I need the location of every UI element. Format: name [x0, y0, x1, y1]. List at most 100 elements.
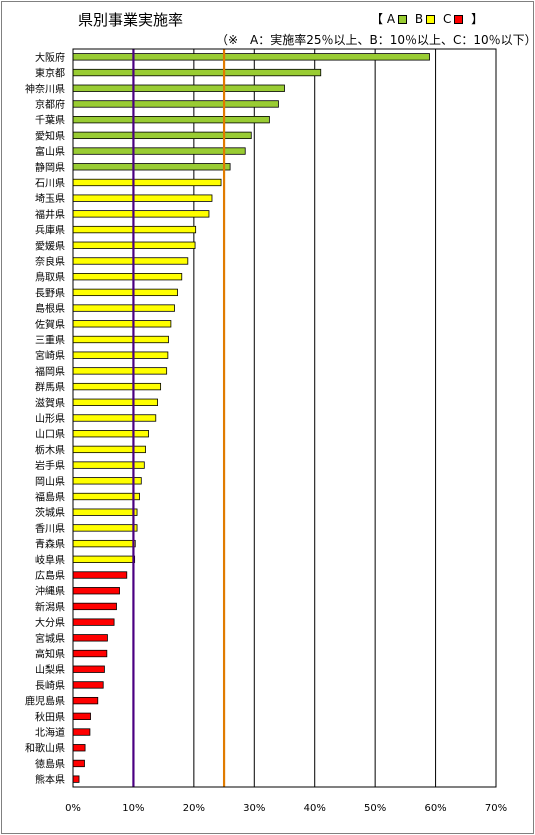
category-label: 沖縄県	[35, 585, 65, 598]
category-label: 鳥取県	[35, 271, 65, 284]
bar	[72, 602, 117, 611]
legend-close-bracket: 】	[471, 12, 484, 26]
category-label: 愛知県	[35, 129, 65, 142]
category-label: 埼玉県	[35, 192, 65, 205]
category-label: 北海道	[35, 726, 65, 739]
category-label: 岡山県	[35, 476, 65, 488]
category-label: 徳島県	[35, 757, 65, 770]
category-label: 奈良県	[35, 255, 65, 268]
bar	[72, 414, 157, 422]
bar	[72, 320, 172, 328]
bar	[72, 210, 210, 218]
bar	[72, 178, 222, 187]
legend-label-c: C	[442, 12, 452, 26]
category-label: 兵庫県	[35, 224, 65, 237]
bar	[72, 744, 86, 752]
category-label: 香川県	[35, 523, 65, 535]
category-label: 長野県	[35, 287, 65, 299]
bar	[72, 555, 136, 563]
legend-label-b: B	[414, 12, 424, 26]
legend-swatch-b	[426, 15, 436, 24]
category-label: 新潟県	[35, 600, 65, 613]
bar	[72, 382, 162, 391]
bar	[72, 649, 108, 658]
bar	[72, 304, 175, 312]
bar	[72, 288, 178, 297]
bar	[72, 335, 169, 344]
bar	[72, 273, 183, 281]
bar	[72, 163, 231, 171]
legend-open-bracket: 【	[371, 12, 384, 26]
x-tick-label: 30%	[243, 803, 265, 814]
legend-item-a: A	[386, 12, 408, 26]
bar	[72, 571, 128, 579]
bar	[72, 618, 115, 626]
legend: 【 A B C 】	[371, 10, 483, 27]
legend-swatch-a	[398, 15, 408, 24]
x-tick-label: 0%	[65, 803, 81, 814]
bar	[72, 539, 136, 548]
x-tick-label: 70%	[485, 803, 507, 814]
category-label: 山形県	[35, 413, 65, 425]
plot-border	[72, 48, 497, 788]
legend-label-a: A	[386, 12, 396, 26]
bar	[72, 351, 169, 359]
x-tick-label: 20%	[183, 803, 205, 814]
category-label: 広島県	[35, 569, 65, 582]
category-label: 宮城県	[35, 632, 65, 645]
bar	[72, 398, 158, 406]
category-label: 京都府	[35, 98, 65, 111]
x-tick-label: 50%	[364, 803, 386, 814]
category-label: 滋賀県	[35, 396, 65, 409]
bar	[72, 587, 120, 595]
x-tick-label: 60%	[424, 803, 446, 814]
category-label: 鹿児島県	[25, 695, 65, 708]
category-label: 熊本県	[35, 773, 65, 786]
category-label: 群馬県	[35, 381, 65, 394]
category-label: 神奈川県	[25, 82, 65, 95]
bar	[72, 367, 168, 375]
x-tick-label: 10%	[122, 803, 144, 814]
bar	[72, 100, 279, 108]
category-label: 高知県	[35, 648, 65, 661]
category-label: 岐阜県	[35, 553, 65, 566]
bar	[72, 775, 80, 783]
category-label: 三重県	[35, 333, 65, 346]
category-label: 福井県	[35, 208, 65, 221]
bar	[72, 524, 138, 532]
bar	[72, 681, 104, 689]
category-label: 茨城県	[35, 506, 65, 519]
category-label: 富山県	[35, 145, 65, 158]
category-label: 愛媛県	[35, 239, 65, 252]
bar	[72, 759, 85, 768]
category-label: 山口県	[35, 429, 65, 441]
category-label: 和歌山県	[25, 742, 65, 755]
bar	[72, 665, 105, 673]
bar	[72, 194, 213, 202]
bar	[72, 147, 246, 155]
category-label: 長崎県	[35, 679, 65, 692]
category-label: 福岡県	[35, 365, 65, 378]
legend-item-b: B	[414, 12, 436, 26]
category-label: 佐賀県	[35, 319, 65, 331]
x-tick-label: 40%	[304, 803, 326, 814]
category-label: 静岡県	[35, 161, 65, 174]
bar	[72, 430, 149, 438]
bar	[72, 712, 91, 720]
bar	[72, 445, 146, 454]
bar	[72, 728, 91, 736]
bar	[72, 116, 270, 124]
category-label: 大阪府	[35, 51, 65, 64]
bar	[72, 53, 430, 61]
bar	[72, 68, 322, 77]
bar	[72, 696, 99, 705]
bar	[72, 508, 138, 516]
category-label: 秋田県	[35, 710, 65, 723]
category-label: 千葉県	[35, 114, 65, 127]
category-label: 岩手県	[35, 459, 65, 472]
bar	[72, 84, 285, 92]
grade-note: （※ A：実施率25％以上、B：10％以上、C：10％以下）	[216, 33, 535, 47]
bar	[72, 634, 108, 642]
bar	[72, 492, 140, 501]
